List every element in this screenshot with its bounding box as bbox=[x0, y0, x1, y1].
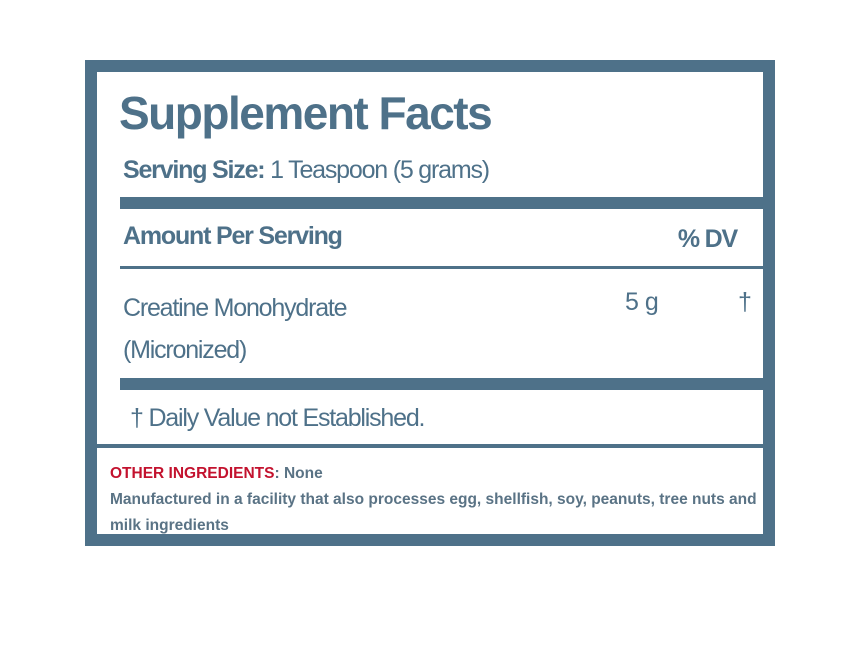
serving-size-label: Serving Size: bbox=[123, 156, 266, 184]
ingredient-name: Creatine Monohydrate (Micronized) bbox=[123, 287, 423, 371]
thick-divider-top bbox=[120, 197, 765, 209]
other-ingredients-value: : None bbox=[274, 465, 323, 482]
ingredient-name-line1: Creatine Monohydrate bbox=[123, 294, 348, 322]
serving-size-value: 1 Teaspoon (5 grams) bbox=[264, 156, 490, 184]
ingredient-amount: 5 g bbox=[625, 288, 659, 316]
serving-size: Serving Size: 1 Teaspoon (5 grams) bbox=[123, 156, 490, 184]
ingredient-name-line2: (Micronized) bbox=[123, 336, 247, 364]
supplement-facts-panel: Supplement Facts Serving Size: 1 Teaspoo… bbox=[85, 60, 775, 546]
dv-header: % DV bbox=[677, 225, 738, 253]
other-ingredients-label: OTHER INGREDIENTS bbox=[110, 465, 275, 482]
section-rule bbox=[97, 444, 763, 448]
panel-title: Supplement Facts bbox=[119, 87, 493, 139]
other-ingredients: OTHER INGREDIENTS: None bbox=[110, 461, 323, 487]
daily-value-footnote: † Daily Value not Established. bbox=[130, 404, 425, 432]
thin-divider bbox=[120, 266, 765, 269]
amount-per-serving-header: Amount Per Serving bbox=[123, 222, 343, 250]
ingredient-dv: † bbox=[738, 288, 752, 316]
thick-divider-bottom bbox=[120, 378, 765, 390]
allergen-notice: Manufactured in a facility that also pro… bbox=[110, 491, 757, 534]
